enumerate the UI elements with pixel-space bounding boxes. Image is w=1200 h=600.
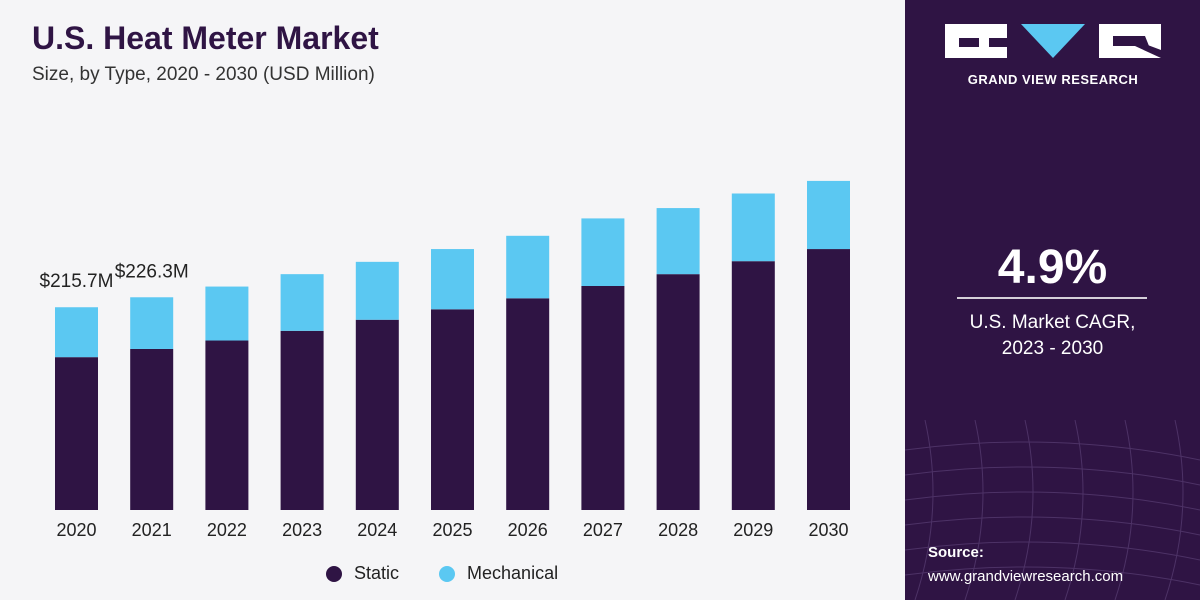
bar-mechanical-2024 xyxy=(355,261,399,320)
x-tick-label-2030: 2030 xyxy=(808,520,848,540)
brand-logo-mark xyxy=(945,24,1161,58)
cagr-label: U.S. Market CAGR, 2023 - 2030 xyxy=(905,310,1200,362)
bar-static-2020 xyxy=(55,357,98,510)
source-title: Source: xyxy=(928,544,984,561)
x-tick-label-2021: 2021 xyxy=(132,520,172,540)
x-tick-label-2020: 2020 xyxy=(56,520,96,540)
x-tick-label-2023: 2023 xyxy=(282,520,322,540)
bar-mechanical-2022 xyxy=(205,286,249,341)
x-tick-label-2024: 2024 xyxy=(357,520,397,540)
legend-label-mechanical: Mechanical xyxy=(467,563,559,583)
legend-swatch-static xyxy=(326,565,342,582)
chart-title: U.S. Heat Meter Market xyxy=(32,20,379,56)
cagr-label-line2: 2023 - 2030 xyxy=(1001,338,1104,359)
bar-static-2028 xyxy=(656,274,700,510)
bar-static-2021 xyxy=(130,348,174,510)
bar-static-2030 xyxy=(807,249,850,510)
bar-chart: 2020 $215.7M 2021 $226.3M 2022 2023 2024 2025 20… xyxy=(40,180,850,540)
x-tick-label-2028: 2028 xyxy=(658,520,698,540)
chart-subtitle: Size, by Type, 2020 - 2030 (USD Million) xyxy=(32,64,375,85)
decorative-grid xyxy=(905,420,1200,600)
x-tick-label-2022: 2022 xyxy=(207,520,247,540)
bar-static-2026 xyxy=(506,298,550,510)
x-tick-label-2029: 2029 xyxy=(733,520,773,540)
bar-mechanical-2027 xyxy=(581,218,625,286)
x-tick-label-2026: 2026 xyxy=(508,520,548,540)
data-label-2020: $215.7M xyxy=(40,271,114,292)
bar-static-2024 xyxy=(355,319,399,510)
bar-mechanical-2030 xyxy=(807,180,850,250)
brand-logo xyxy=(945,24,1161,65)
data-label-2021: $226.3M xyxy=(115,261,189,282)
source-link[interactable]: www.grandviewresearch.com xyxy=(928,568,1124,585)
x-tick-label-2025: 2025 xyxy=(432,520,472,540)
legend-item-static: Static xyxy=(326,563,399,584)
brand-name: GRAND VIEW RESEARCH xyxy=(967,72,1139,87)
summary-sidebar: GRAND VIEW RESEARCH 4.9% U.S. Market CAG… xyxy=(905,0,1200,600)
bar-mechanical-2021 xyxy=(130,297,174,349)
bar-static-2023 xyxy=(280,330,324,510)
cagr-value: 4.9% xyxy=(997,241,1108,294)
legend-item-mechanical: Mechanical xyxy=(439,563,558,584)
x-tick-label-2027: 2027 xyxy=(583,520,623,540)
bar-mechanical-2023 xyxy=(280,274,324,331)
bar-static-2022 xyxy=(205,340,249,510)
bar-static-2027 xyxy=(581,285,625,510)
chart-legend: Static Mechanical xyxy=(326,563,558,584)
bar-mechanical-2026 xyxy=(506,235,550,299)
cagr-divider xyxy=(957,297,1147,299)
bar-mechanical-2025 xyxy=(431,249,474,310)
bar-mechanical-2029 xyxy=(731,193,775,262)
legend-swatch-mechanical xyxy=(439,565,456,582)
bar-static-2025 xyxy=(431,309,474,510)
chart-panel: U.S. Heat Meter Market Size, by Type, 20… xyxy=(32,20,850,584)
bar-mechanical-2020 xyxy=(55,307,98,358)
bar-mechanical-2028 xyxy=(656,208,700,275)
legend-label-static: Static xyxy=(354,563,400,583)
cagr-label-line1: U.S. Market CAGR, xyxy=(969,312,1136,333)
bar-static-2029 xyxy=(731,261,775,510)
